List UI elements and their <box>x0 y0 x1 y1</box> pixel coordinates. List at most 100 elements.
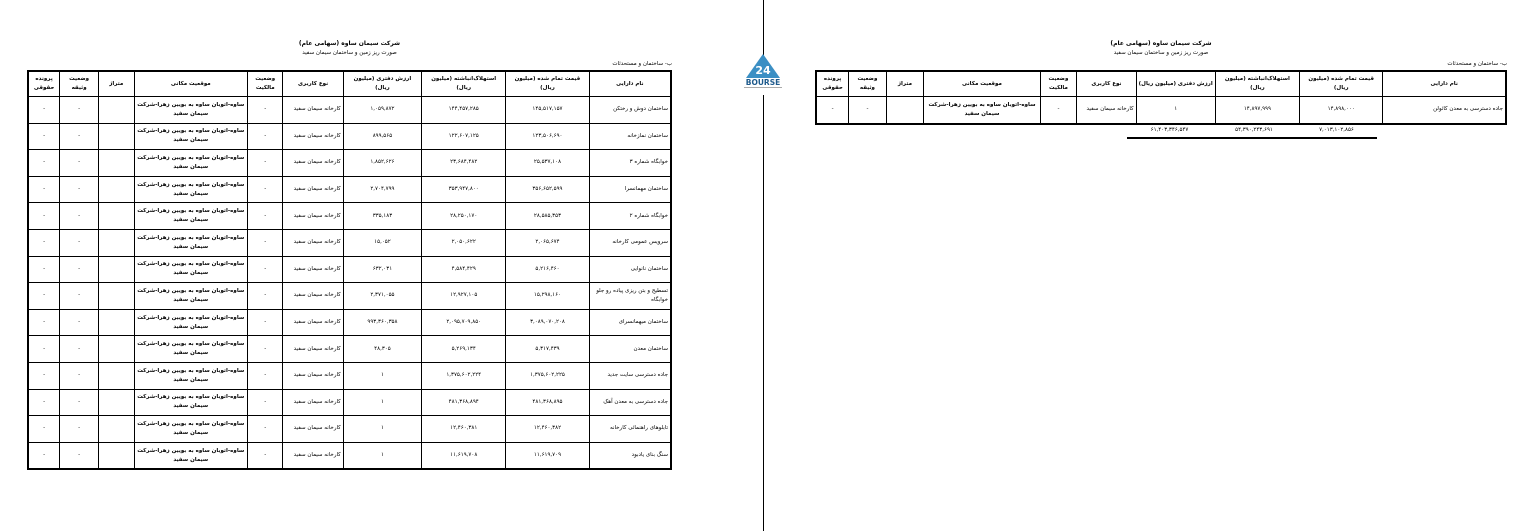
header-location: موقعیت مکانی <box>133 70 249 97</box>
totals-row: ۷,۰۱۳,۱۰۲,۸۵۶ ۵۴,۳۹۰,۲۴۳,۶۹۱ ۶۱,۴۰۳,۳۴۶,… <box>1127 127 1377 133</box>
header-usage-type: نوع کاربری <box>1076 70 1137 97</box>
ownership-status: - <box>247 282 284 310</box>
asset-name: جاده دسترسی به معدن کائولن <box>1382 95 1507 125</box>
location: ساوه-اتوبان ساوه به بویین زهرا-شرکت سیما… <box>133 308 249 337</box>
header-collateral-status: وضعیت وثیقه <box>848 70 887 97</box>
accumulated-depreciation: ۱۲,۴۶۰,۳۸۱ <box>421 415 507 443</box>
location: ساوه-اتوبان ساوه به بویین زهرا-شرکت سیما… <box>133 96 249 124</box>
svg-text:BOURSE: BOURSE <box>746 78 780 87</box>
ownership-status: - <box>247 388 284 417</box>
header-book-value: ارزش دفتری (میلیون ریال) <box>342 70 423 97</box>
collateral-status: - <box>59 308 100 337</box>
location: ساوه-اتوبان ساوه به بویین زهرا-شرکت سیما… <box>133 149 249 177</box>
header-asset-name: نام دارایی <box>588 70 672 97</box>
header-cost: قیمت تمام شده (میلیون ریال) <box>505 70 590 97</box>
cost: ۲۵,۵۳۷,۱۰۸ <box>505 149 590 177</box>
location: ساوه-اتوبان ساوه به بویین زهرا-شرکت سیما… <box>133 255 249 284</box>
legal-file: - <box>27 388 61 417</box>
table-row: سنگ بنای یادبود ۱۱,۶۱۹,۷۰۹ ۱۱,۶۱۹,۷۰۸ ۱ … <box>27 441 672 470</box>
cost: ۳۵۶,۶۵۲,۵۹۹ <box>505 175 590 204</box>
usage-type: کارخانه سیمان سفید <box>282 122 344 151</box>
header-asset-name: نام دارایی <box>1382 70 1507 97</box>
totals-underline <box>1127 137 1377 139</box>
total-book-value: ۷,۰۱۳,۱۰۲,۸۵۶ <box>1319 127 1354 133</box>
accumulated-depreciation: ۱۴,۸۹۷,۹۹۹ <box>1214 95 1301 125</box>
area <box>885 95 925 125</box>
collateral-status: - <box>59 202 100 230</box>
location: ساوه-اتوبان ساوه به بویین زهرا-شرکت سیما… <box>133 122 249 151</box>
cost: ۴۸۱,۳۶۸,۸۹۵ <box>505 388 590 417</box>
total-cost: ۶۱,۴۰۳,۳۴۶,۵۴۷ <box>1150 127 1189 133</box>
book-value: ۱ <box>342 361 423 390</box>
asset-name: جاده دسترسی سایت جدید <box>588 361 672 390</box>
accumulated-depreciation: ۱۲,۹۲۷,۱۰۵ <box>421 282 507 310</box>
cost: ۲۸,۵۸۵,۳۵۳ <box>505 202 590 230</box>
asset-name: تسطیح و بتن ریزی پیاده رو جلو خوابگاه <box>588 282 672 310</box>
usage-type: کارخانه سیمان سفید <box>282 308 344 337</box>
header-usage-type: نوع کاربری <box>282 70 344 97</box>
book-value: ۱ <box>342 441 423 470</box>
assets-table-right: نام دارایی قیمت تمام شده (میلیون ریال) است… <box>815 70 1507 125</box>
table-row: تابلوهای راهنمائی کارخانه ۱۲,۴۶۰,۳۸۲ ۱۲,… <box>27 415 672 443</box>
book-value: ۳۳۵,۱۸۳ <box>342 202 423 230</box>
header-area: متراژ <box>98 70 135 97</box>
book-value: ۲,۳۷۱,۰۵۵ <box>342 282 423 310</box>
usage-type: کارخانه سیمان سفید <box>282 255 344 284</box>
book-value: ۱ <box>342 415 423 443</box>
table-row: ساختمان نانوایی ۵,۲۱۶,۴۶۰ ۴,۵۸۴,۴۲۹ ۶۳۲,… <box>27 255 672 284</box>
ownership-status: - <box>247 361 284 390</box>
book-value: ۹۹۳,۳۶۰,۳۵۸ <box>342 308 423 337</box>
cost: ۱۱,۶۱۹,۷۰۹ <box>505 441 590 470</box>
usage-type: کارخانه سیمان سفید <box>1076 95 1137 125</box>
header-area: متراژ <box>885 70 925 97</box>
table-row: جاده دسترسی به معدن آهک ۴۸۱,۳۶۸,۸۹۵ ۴۸۱,… <box>27 388 672 417</box>
book-value: ۸۹۹,۵۶۵ <box>342 122 423 151</box>
collateral-status: - <box>59 228 100 257</box>
section-label: ب- ساختمان و مستحدثات <box>612 61 672 67</box>
legal-file: - <box>27 255 61 284</box>
table-row: جاده دسترسی سایت جدید ۱,۳۷۵,۶۰۲,۲۲۵ ۱,۳۷… <box>27 361 672 390</box>
book-value: ۲,۷۰۴,۷۹۹ <box>342 175 423 204</box>
usage-type: کارخانه سیمان سفید <box>282 415 344 443</box>
accumulated-depreciation: ۲۸,۲۵۰,۱۷۰ <box>421 202 507 230</box>
accumulated-depreciation: ۱۱,۶۱۹,۷۰۸ <box>421 441 507 470</box>
header-ownership-status: وضعیت مالکیت <box>1039 70 1078 97</box>
ownership-status: - <box>247 96 284 124</box>
header-accumulated-depreciation: استهلاک‌انباشته (میلیون ریال) <box>1214 70 1301 97</box>
book-value: ۱,۸۵۲,۶۲۶ <box>342 149 423 177</box>
asset-name: ساختمان معدن <box>588 335 672 363</box>
header-legal-file: پرونده حقوقی <box>27 70 61 97</box>
svg-text:24: 24 <box>755 64 771 77</box>
area <box>98 415 135 443</box>
asset-name: سنگ بنای یادبود <box>588 441 672 470</box>
ownership-status: - <box>247 308 284 337</box>
header-legal-file: پرونده حقوقی <box>815 70 850 97</box>
asset-name: تابلوهای راهنمائی کارخانه <box>588 415 672 443</box>
area <box>98 228 135 257</box>
accumulated-depreciation: ۱۴۴,۴۵۷,۲۸۵ <box>421 96 507 124</box>
location: ساوه-اتوبان ساوه به بویین زهرا-شرکت سیما… <box>133 228 249 257</box>
usage-type: کارخانه سیمان سفید <box>282 361 344 390</box>
legal-file: - <box>27 175 61 204</box>
ownership-status: - <box>247 175 284 204</box>
cost: ۱۴۵,۵۱۷,۱۵۷ <box>505 96 590 124</box>
area <box>98 122 135 151</box>
usage-type: کارخانه سیمان سفید <box>282 228 344 257</box>
legal-file: - <box>27 149 61 177</box>
assets-table-left: نام دارایی قیمت تمام شده (میلیون ریال) است… <box>27 70 672 471</box>
usage-type: کارخانه سیمان سفید <box>282 96 344 124</box>
accumulated-depreciation: ۱۲۲,۶۰۷,۱۲۵ <box>421 122 507 151</box>
usage-type: کارخانه سیمان سفید <box>282 441 344 470</box>
ownership-status: - <box>247 441 284 470</box>
accumulated-depreciation: ۵,۲۶۹,۱۳۴ <box>421 335 507 363</box>
report-subtitle: صورت ریز زمین و ساختمان سیمان سفید <box>1113 50 1209 56</box>
book-value: ۱۵,۰۵۲ <box>342 228 423 257</box>
usage-type: کارخانه سیمان سفید <box>282 388 344 417</box>
usage-type: کارخانه سیمان سفید <box>282 202 344 230</box>
collateral-status: - <box>59 149 100 177</box>
usage-type: کارخانه سیمان سفید <box>282 335 344 363</box>
area <box>98 202 135 230</box>
asset-name: ساختمان میهمانسرای <box>588 308 672 337</box>
legal-file: - <box>815 95 850 125</box>
asset-name: جاده دسترسی به معدن آهک <box>588 388 672 417</box>
